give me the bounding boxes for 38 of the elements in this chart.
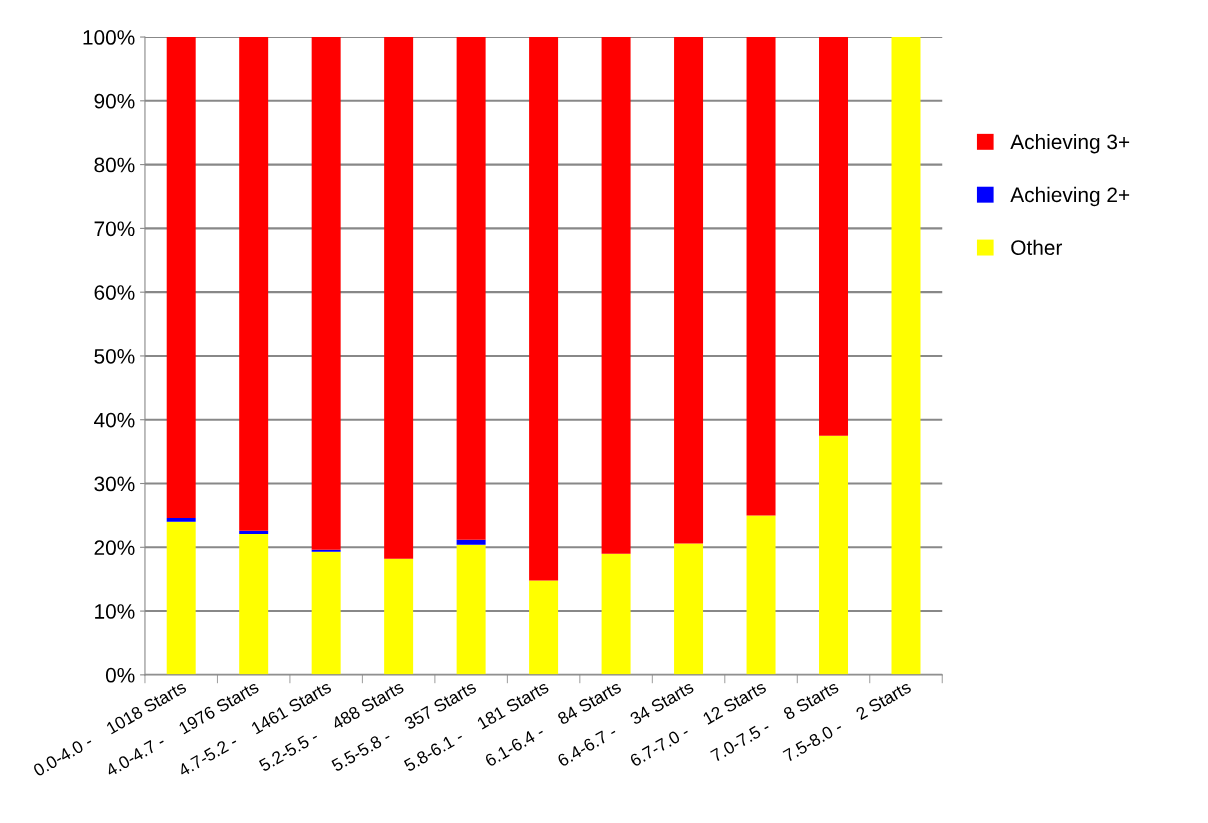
bar	[601, 37, 631, 554]
bar	[456, 544, 486, 675]
bar	[166, 517, 196, 522]
bar	[166, 521, 196, 675]
bar	[384, 558, 414, 675]
bar	[891, 37, 921, 675]
bar	[311, 37, 341, 550]
y-tick-label: 90%	[94, 93, 135, 109]
bar	[456, 539, 486, 545]
y-tick-label: 100%	[83, 30, 135, 45]
bar	[746, 515, 776, 675]
bar	[384, 37, 414, 559]
bar	[311, 551, 341, 675]
bar	[456, 37, 486, 540]
bar	[819, 435, 849, 675]
legend-label: Achieving 3+	[1010, 133, 1130, 154]
y-tick-label: 80%	[94, 157, 135, 173]
y-tick-label: 70%	[94, 221, 135, 237]
bar	[529, 580, 559, 675]
bar	[674, 37, 704, 544]
y-tick-label: 40%	[94, 412, 135, 428]
legend-label: Other	[1011, 239, 1063, 255]
bar	[239, 37, 269, 531]
bar	[529, 37, 559, 581]
bar	[239, 530, 269, 534]
bar	[746, 37, 776, 516]
bar	[674, 543, 704, 675]
legend-label: Achieving 2+	[1010, 186, 1130, 207]
bar	[239, 533, 269, 675]
y-tick-label: 0%	[105, 667, 135, 683]
bar	[166, 37, 196, 518]
y-tick-label: 20%	[94, 540, 135, 556]
y-tick-label: 50%	[94, 348, 135, 364]
y-tick-label: 60%	[94, 285, 135, 300]
y-tick-label: 10%	[95, 604, 135, 619]
bar	[819, 37, 849, 436]
y-tick-label: 30%	[94, 476, 135, 492]
bar	[601, 553, 631, 675]
